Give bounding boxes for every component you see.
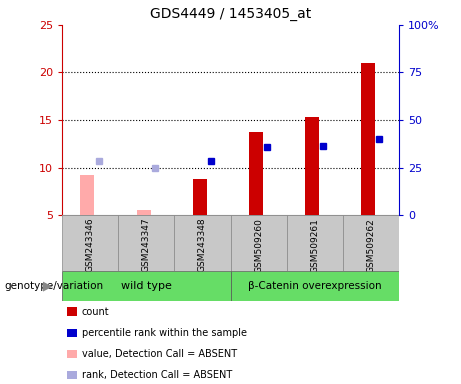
Text: GSM243346: GSM243346	[86, 218, 95, 273]
Bar	[361, 63, 375, 215]
Text: percentile rank within the sample: percentile rank within the sample	[82, 328, 247, 338]
Text: ▶: ▶	[43, 280, 53, 293]
Text: GSM243347: GSM243347	[142, 218, 151, 273]
Text: value, Detection Call = ABSENT: value, Detection Call = ABSENT	[82, 349, 236, 359]
Text: rank, Detection Call = ABSENT: rank, Detection Call = ABSENT	[82, 370, 232, 380]
Bar	[118, 215, 174, 271]
Text: GSM243348: GSM243348	[198, 218, 207, 273]
Title: GDS4449 / 1453405_at: GDS4449 / 1453405_at	[150, 7, 311, 21]
Bar	[62, 215, 118, 271]
Bar	[193, 179, 207, 215]
Bar	[174, 215, 230, 271]
Bar	[343, 215, 399, 271]
Bar	[230, 215, 287, 271]
Text: GSM509260: GSM509260	[254, 218, 263, 273]
Text: count: count	[82, 306, 109, 317]
Bar	[287, 215, 343, 271]
Bar	[249, 132, 263, 215]
Bar	[62, 271, 230, 301]
Text: GSM509262: GSM509262	[366, 218, 375, 273]
Text: wild type: wild type	[121, 281, 172, 291]
Bar	[230, 271, 399, 301]
Text: genotype/variation: genotype/variation	[5, 281, 104, 291]
Text: GSM509261: GSM509261	[310, 218, 319, 273]
Bar	[81, 175, 95, 215]
Text: β-Catenin overexpression: β-Catenin overexpression	[248, 281, 381, 291]
Bar	[136, 210, 151, 215]
Bar	[305, 117, 319, 215]
